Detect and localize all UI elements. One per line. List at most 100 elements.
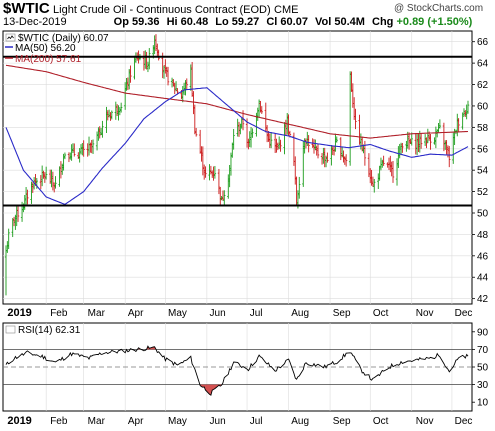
ohlc-bar bbox=[142, 51, 146, 71]
ohlc-bar bbox=[391, 160, 395, 183]
ohlc-bar bbox=[389, 155, 392, 173]
ohlc-bar bbox=[208, 164, 211, 181]
ohlc-bar bbox=[109, 112, 112, 121]
price-panel-frame bbox=[2, 30, 473, 305]
ohlc-bar bbox=[401, 142, 404, 153]
ohlc-bar bbox=[99, 127, 103, 136]
ohlc-bar bbox=[251, 128, 254, 138]
ohlc-bar bbox=[377, 173, 380, 189]
ohlc-bar bbox=[397, 146, 400, 169]
ohlc-bar bbox=[39, 175, 43, 190]
ohlc-bar bbox=[77, 152, 80, 160]
price-x-tick-label: Aug bbox=[291, 308, 309, 319]
ohlc-bar bbox=[379, 157, 383, 171]
price-x-tick-label: Oct bbox=[373, 308, 389, 319]
ma50-line bbox=[5, 87, 469, 206]
ohlc-bar bbox=[6, 241, 9, 253]
ohlc-bar bbox=[323, 147, 326, 168]
ohlc-bar bbox=[232, 128, 235, 150]
price-legend: $WTIC (Daily) 60.07 MA(50) 56.20 MA(200)… bbox=[5, 33, 109, 65]
ohlc-bar bbox=[466, 100, 470, 114]
ohlc-bar bbox=[81, 142, 84, 156]
ohlc-bar bbox=[44, 166, 48, 180]
ohlc-bar bbox=[190, 61, 194, 97]
ohlc-bar bbox=[184, 80, 187, 96]
ohlc-bar bbox=[344, 154, 348, 167]
ohlc-bar bbox=[204, 166, 207, 178]
ohlc-bar bbox=[442, 122, 446, 152]
price-x-tick-label: 2019 bbox=[7, 307, 31, 319]
ohlc-bar bbox=[231, 142, 234, 158]
price-bars bbox=[4, 34, 470, 296]
quote-row: 13-Dec-2019 Op 59.36 Hi 60.48 Lo 59.27 C… bbox=[3, 16, 492, 28]
ohlc-bar bbox=[462, 108, 466, 117]
ohlc-bar bbox=[119, 102, 123, 113]
ohlc-bar bbox=[164, 59, 167, 74]
ohlc-bar bbox=[82, 140, 85, 157]
ohlc-bar bbox=[63, 152, 67, 160]
ohlc-bar bbox=[367, 153, 371, 178]
ohlc-bar bbox=[110, 110, 113, 120]
ohlc-bar bbox=[156, 43, 159, 57]
close-value: 60.07 bbox=[280, 16, 308, 28]
ohlc-bar bbox=[354, 108, 357, 130]
ohlc-bar bbox=[371, 176, 375, 187]
rsi-grid bbox=[3, 323, 472, 411]
ohlc-bar bbox=[419, 133, 423, 149]
ohlc-bar bbox=[423, 134, 427, 146]
price-x-tick-label: Dec bbox=[455, 308, 473, 319]
ohlc-bar bbox=[117, 105, 120, 121]
rsi-series-line bbox=[5, 345, 469, 396]
ohlc-bar bbox=[219, 186, 222, 206]
ohlc-bar bbox=[322, 147, 325, 164]
ohlc-bar bbox=[407, 132, 411, 150]
ohlc-bar bbox=[382, 155, 385, 166]
ohlc-bar bbox=[279, 139, 282, 152]
ohlc-bar bbox=[220, 196, 223, 201]
ohlc-bar bbox=[51, 171, 55, 191]
ohlc-bar bbox=[247, 138, 250, 150]
ohlc-bar bbox=[457, 118, 460, 133]
ohlc-bar bbox=[145, 51, 148, 70]
price-x-axis: 2019 Feb Mar Apr May Jun Jul Aug Sep Oct Nov Dec bbox=[7, 307, 472, 319]
ohlc-bar bbox=[128, 68, 131, 90]
low-label: Lo bbox=[215, 16, 229, 28]
rsi-line bbox=[5, 345, 469, 396]
ohlc-bar bbox=[320, 152, 324, 165]
ohlc-bar bbox=[415, 133, 419, 156]
ma200-line bbox=[5, 64, 469, 139]
ohlc-bar bbox=[193, 104, 197, 135]
ohlc-bar bbox=[59, 161, 63, 179]
ohlc-bar bbox=[312, 139, 316, 154]
ohlc-bar bbox=[275, 138, 278, 153]
ohlc-bar bbox=[257, 99, 261, 118]
ohlc-bar bbox=[378, 165, 381, 181]
ohlc-bar bbox=[302, 141, 305, 187]
copyright-label: @ StockCharts.com bbox=[394, 3, 484, 14]
rsi-x-tick-label: Oct bbox=[373, 416, 389, 427]
ohlc-bar bbox=[410, 132, 413, 146]
ohlc-bar bbox=[348, 71, 352, 166]
price-x-tick-label: Nov bbox=[416, 308, 434, 319]
ohlc-bar bbox=[307, 135, 310, 153]
ohlc-bar bbox=[260, 106, 263, 114]
ohlc-bar bbox=[425, 137, 428, 149]
ohlc-bar bbox=[144, 50, 147, 69]
rsi-x-tick-label: Aug bbox=[291, 416, 309, 427]
ohlc-bar bbox=[114, 101, 118, 120]
rsi-x-tick-label: Dec bbox=[455, 416, 473, 427]
price-y-tick-label: 44 bbox=[477, 273, 489, 284]
price-legend-glyph bbox=[7, 35, 14, 40]
ohlc-bar bbox=[185, 78, 188, 90]
ohlc-bar bbox=[405, 140, 408, 152]
ohlc-bar bbox=[358, 114, 361, 145]
ohlc-bar bbox=[95, 131, 99, 151]
price-y-tick-label: 42 bbox=[477, 294, 489, 305]
ohlc-bar bbox=[351, 83, 355, 108]
price-y-tick-label: 66 bbox=[477, 37, 489, 48]
exchange-label: CME bbox=[274, 4, 299, 16]
close-label: Cl bbox=[266, 16, 278, 28]
ohlc-bar bbox=[461, 112, 464, 130]
rsi-y-tick-label: 10 bbox=[477, 398, 489, 409]
